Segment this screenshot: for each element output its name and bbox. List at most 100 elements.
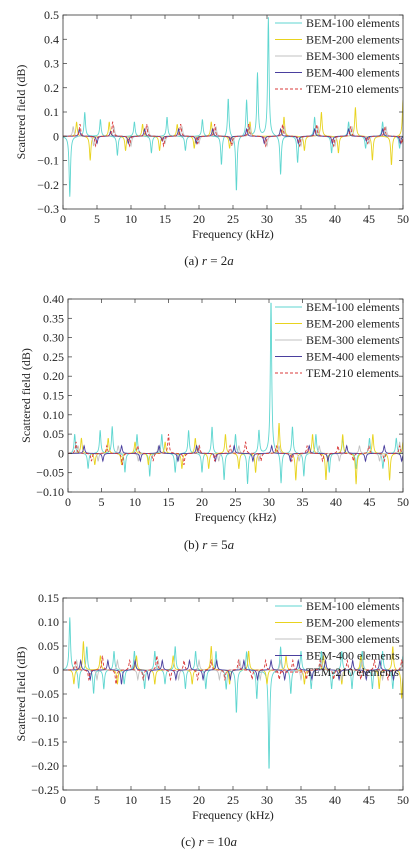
chart-c-xlabel: Frequency (kHz) (192, 808, 274, 822)
caption-a: (a) r = 2a (0, 253, 418, 269)
caption-b-prefix: (b) (183, 537, 203, 552)
chart-a-series-group (63, 17, 403, 197)
chart-b-series-3 (68, 444, 403, 463)
chart-c-ytick-label: 0.10 (38, 615, 59, 629)
chart-c-xtick-label: 40 (329, 793, 341, 807)
chart-c-xtick-label: 5 (94, 793, 100, 807)
chart-c-legend-label-0: BEM-100 elements (306, 599, 400, 613)
chart-b-legend-label-4: TEM-210 elements (306, 366, 399, 380)
chart-a-xlabel: Frequency (kHz) (192, 227, 274, 241)
chart-c-legend-label-2: BEM-300 elements (306, 632, 400, 646)
chart-b-xtick-label: 45 (364, 495, 376, 509)
chart-a-legend-label-4: TEM-210 elements (306, 82, 399, 96)
chart-a-ytick-label: 0.5 (44, 8, 59, 22)
chart-c-legend-label-4: TEM-210 elements (306, 665, 399, 679)
chart-a-ytick-label: −0.1 (37, 154, 59, 168)
caption-b-unit: a (227, 537, 235, 552)
chart-a-legend-label-3: BEM-400 elements (306, 66, 400, 80)
caption-a-unit: a (227, 253, 234, 268)
caption-b: (b) r = 5a (0, 537, 418, 553)
chart-b-xtick-label: 20 (196, 495, 208, 509)
chart-c-ytick-label: 0.05 (38, 639, 59, 653)
chart-c-legend-label-3: BEM-400 elements (306, 649, 400, 663)
chart-a-series-4 (63, 121, 403, 148)
chart-c-legend-label-1: BEM-200 elements (306, 616, 400, 630)
chart-c-series-4 (63, 655, 403, 685)
chart-b-xtick-label: 5 (99, 495, 105, 509)
chart-b-xtick-label: 0 (65, 495, 71, 509)
chart-c-xtick-label: 45 (363, 793, 375, 807)
chart-a-xtick-label: 30 (261, 212, 273, 226)
chart-c-xtick-label: 30 (261, 793, 273, 807)
caption-a-prefix: (a) (184, 253, 202, 268)
chart-b-xtick-label: 40 (330, 495, 342, 509)
chart-c-series-3 (63, 658, 403, 685)
chart-a-ytick-label: 0.1 (44, 105, 59, 119)
chart-b-xtick-label: 15 (163, 495, 175, 509)
chart-c-xtick-label: 25 (227, 793, 239, 807)
chart-a-legend-label-2: BEM-300 elements (306, 49, 400, 63)
chart-b-series-group (68, 302, 403, 485)
chart-c-ytick-label: −0.15 (31, 735, 59, 749)
chart-b-ytick-label: 0.30 (43, 331, 64, 345)
chart-b-ytick-label: −0.10 (36, 485, 64, 499)
chart-a-xtick-label: 35 (295, 212, 307, 226)
chart-b-series-4 (68, 434, 403, 466)
chart-b-legend-label-1: BEM-200 elements (306, 317, 400, 331)
chart-c-ytick-label: −0.05 (31, 687, 59, 701)
chart-c-xtick-label: 35 (295, 793, 307, 807)
chart-a-xtick-label: 50 (397, 212, 409, 226)
chart-b-ytick-label: 0.35 (43, 311, 64, 325)
chart-b-legend-label-0: BEM-100 elements (306, 300, 400, 314)
chart-a: 0 5 10 15 20 25 30 35 40 45 50 −0.3 −0.2 −0.1 0 0.1 0.2 0… (14, 8, 409, 241)
chart-a-legend-label-1: BEM-200 elements (306, 33, 400, 47)
chart-a-ytick-label: −0.3 (37, 202, 59, 216)
chart-c-xtick-label: 20 (193, 793, 205, 807)
chart-b-ytick-label: 0.20 (43, 369, 64, 383)
caption-a-eq: = 2 (206, 253, 228, 268)
chart-b-xtick-label: 10 (129, 495, 141, 509)
caption-c: (c) r = 10a (0, 834, 418, 850)
caption-c-unit: a (230, 834, 238, 849)
chart-c-ylabel: Scattered field (dB) (14, 647, 28, 742)
chart-a-legend: BEM-100 elements BEM-200 elements BEM-300 … (275, 16, 400, 96)
caption-b-eq: = 5 (207, 537, 228, 552)
chart-b-ytick-label: 0.15 (43, 389, 64, 403)
chart-b-xtick-label: 50 (397, 495, 409, 509)
chart-b: 0 5 10 15 20 25 30 35 40 45 50 −0.10 −0.05 0 0.05 0.10 0… (19, 292, 409, 524)
chart-b-xtick-label: 30 (263, 495, 275, 509)
chart-a-ytick-label: 0 (53, 129, 59, 143)
caption-c-var: r (198, 834, 204, 849)
chart-a-ytick-label: 0.3 (44, 57, 59, 71)
chart-c-legend: BEM-100 elements BEM-200 elements BEM-300 … (275, 599, 400, 679)
chart-b-ytick-label: 0.40 (43, 292, 64, 306)
chart-b-xtick-label: 25 (230, 495, 242, 509)
chart-c-xtick-label: 15 (159, 793, 171, 807)
chart-a-xtick-label: 0 (60, 212, 66, 226)
chart-b-ytick-label: 0 (58, 446, 64, 460)
chart-c-series-group (63, 617, 403, 769)
chart-a-xtick-label: 40 (329, 212, 341, 226)
chart-a-legend-label-0: BEM-100 elements (306, 16, 400, 30)
chart-b-ylabel: Scattered field (dB) (19, 348, 33, 443)
chart-a-xtick-label: 15 (159, 212, 171, 226)
chart-b-ytick-label: 0.25 (43, 350, 64, 364)
chart-c-ytick-label: −0.20 (31, 759, 59, 773)
caption-a-var: r (201, 253, 207, 268)
chart-c: 0 5 10 15 20 25 30 35 40 45 50 −0.25 −0.20 −0.15 −0.10… (14, 591, 409, 822)
chart-a-ytick-label: 0.2 (44, 81, 59, 95)
chart-a-xtick-label: 45 (363, 212, 375, 226)
caption-b-var: r (202, 537, 208, 552)
chart-b-legend-label-3: BEM-400 elements (306, 350, 400, 364)
chart-c-ytick-label: 0.15 (38, 591, 59, 605)
chart-a-xtick-label: 20 (193, 212, 205, 226)
chart-b-ytick-label: 0.05 (43, 427, 64, 441)
chart-c-xtick-label: 50 (397, 793, 409, 807)
chart-c-ytick-label: −0.10 (31, 711, 59, 725)
chart-b-xtick-label: 35 (297, 495, 309, 509)
chart-b-legend-label-2: BEM-300 elements (306, 333, 400, 347)
chart-b-ytick-label: 0.10 (43, 408, 64, 422)
chart-c-ytick-label: −0.25 (31, 783, 59, 797)
chart-a-xtick-label: 25 (227, 212, 239, 226)
